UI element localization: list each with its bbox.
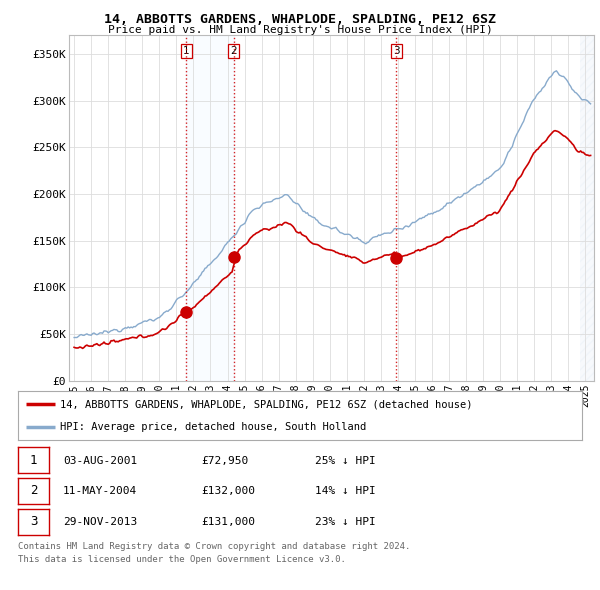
Text: 25% ↓ HPI: 25% ↓ HPI bbox=[315, 456, 376, 466]
Text: 29-NOV-2013: 29-NOV-2013 bbox=[63, 517, 137, 527]
Text: 23% ↓ HPI: 23% ↓ HPI bbox=[315, 517, 376, 527]
Bar bbox=[186, 35, 233, 381]
Bar bbox=[580, 35, 594, 381]
Text: 14, ABBOTTS GARDENS, WHAPLODE, SPALDING, PE12 6SZ (detached house): 14, ABBOTTS GARDENS, WHAPLODE, SPALDING,… bbox=[60, 399, 473, 409]
Text: 1: 1 bbox=[30, 454, 37, 467]
Text: 14% ↓ HPI: 14% ↓ HPI bbox=[315, 487, 376, 496]
Text: This data is licensed under the Open Government Licence v3.0.: This data is licensed under the Open Gov… bbox=[18, 555, 346, 564]
Text: Price paid vs. HM Land Registry's House Price Index (HPI): Price paid vs. HM Land Registry's House … bbox=[107, 25, 493, 35]
Text: HPI: Average price, detached house, South Holland: HPI: Average price, detached house, Sout… bbox=[60, 422, 367, 432]
Text: £72,950: £72,950 bbox=[201, 456, 248, 466]
Text: Contains HM Land Registry data © Crown copyright and database right 2024.: Contains HM Land Registry data © Crown c… bbox=[18, 542, 410, 551]
Text: 1: 1 bbox=[183, 46, 190, 56]
Text: £131,000: £131,000 bbox=[201, 517, 255, 527]
Text: 3: 3 bbox=[393, 46, 400, 56]
Text: 3: 3 bbox=[30, 515, 37, 528]
Text: £132,000: £132,000 bbox=[201, 487, 255, 496]
Text: 03-AUG-2001: 03-AUG-2001 bbox=[63, 456, 137, 466]
Text: 2: 2 bbox=[30, 484, 37, 497]
Text: 11-MAY-2004: 11-MAY-2004 bbox=[63, 487, 137, 496]
Text: 14, ABBOTTS GARDENS, WHAPLODE, SPALDING, PE12 6SZ: 14, ABBOTTS GARDENS, WHAPLODE, SPALDING,… bbox=[104, 13, 496, 26]
Text: 2: 2 bbox=[230, 46, 237, 56]
